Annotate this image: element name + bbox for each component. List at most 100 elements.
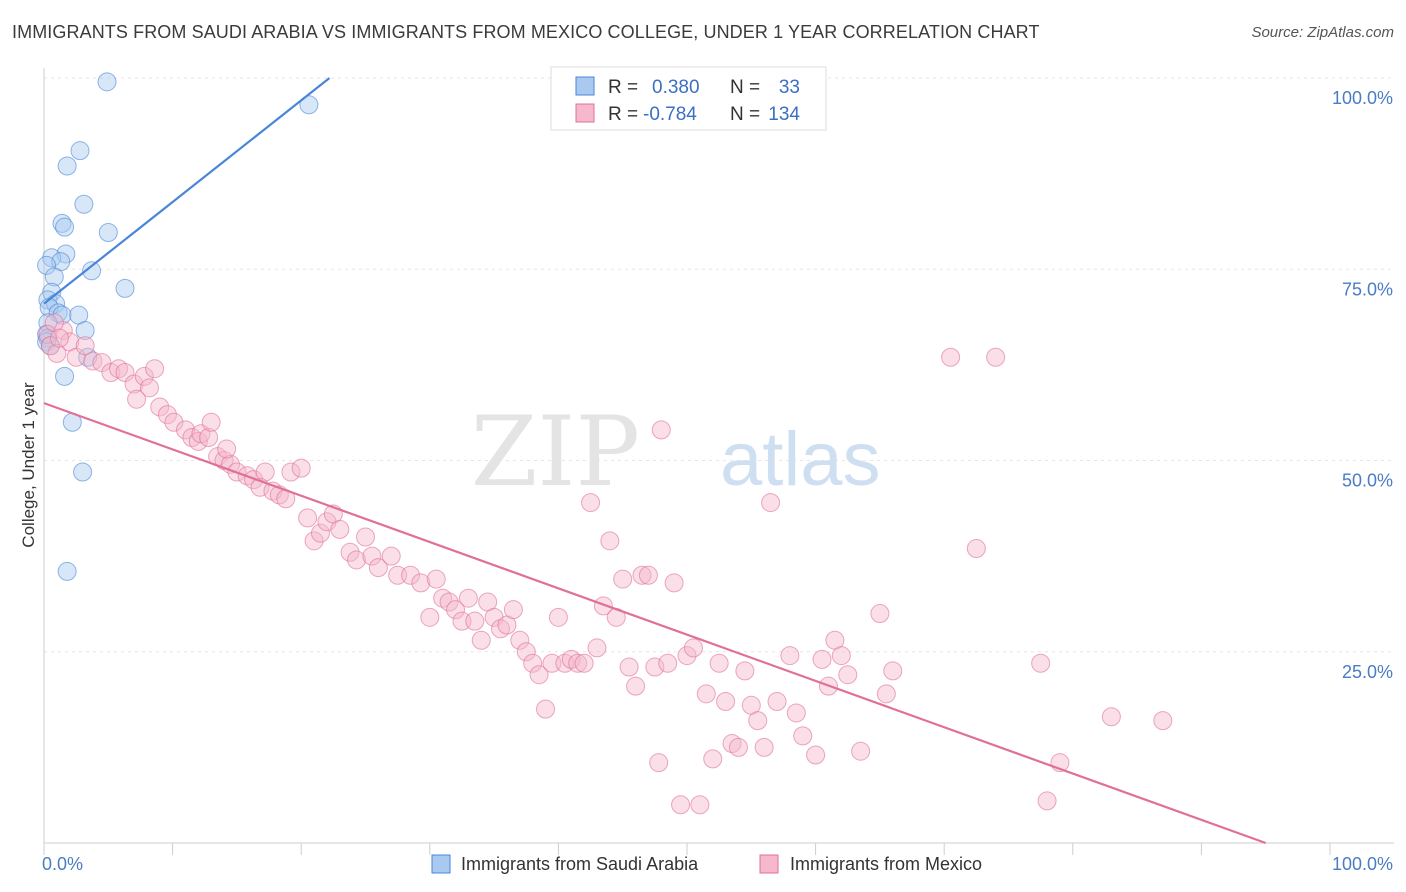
point-mexico-107: [748, 711, 768, 731]
point-saudi-2: [70, 141, 90, 161]
point-mexico-39: [291, 458, 311, 478]
trend-line-mexico: [43, 402, 1267, 845]
point-mexico-68: [503, 600, 523, 620]
point-mexico-97: [683, 638, 703, 658]
point-mexico-12: [124, 374, 144, 394]
point-mexico-49: [362, 546, 382, 566]
point-mexico-79: [574, 653, 594, 673]
point-mexico-114: [806, 745, 826, 765]
point-mexico-92: [651, 420, 671, 440]
legend-swatch-saudi: [575, 76, 595, 96]
point-mexico-101: [709, 653, 729, 673]
point-mexico-13: [134, 366, 154, 386]
y-axis-title: College, Under 1 year: [19, 382, 38, 548]
point-mexico-128: [1037, 791, 1057, 811]
point-mexico-59: [446, 600, 466, 620]
point-mexico-15: [145, 359, 165, 379]
point-mexico-96: [677, 646, 697, 666]
point-mexico-61: [458, 588, 478, 608]
point-mexico-2: [47, 343, 67, 363]
point-mexico-109: [761, 493, 781, 513]
legend-n-value-mexico: 134: [768, 104, 800, 125]
point-mexico-104: [728, 737, 748, 757]
point-mexico-90: [645, 657, 665, 677]
point-mexico-63: [471, 630, 491, 650]
legend-n-value-saudi: 33: [779, 77, 800, 98]
point-mexico-0: [38, 324, 58, 344]
point-mexico-98: [690, 795, 710, 815]
point-mexico-102: [716, 691, 736, 711]
point-mexico-115: [812, 649, 832, 669]
point-saudi-23: [75, 320, 95, 340]
point-mexico-119: [838, 665, 858, 685]
point-mexico-95: [671, 795, 691, 815]
y-tick-label-2: 75.0%: [1342, 279, 1393, 299]
point-saudi-0: [97, 72, 117, 92]
point-mexico-42: [310, 523, 330, 543]
bottom-legend-label-saudi: Immigrants from Saudi Arabia: [461, 854, 699, 874]
point-mexico-127: [1031, 653, 1051, 673]
point-mexico-132: [44, 313, 64, 333]
watermark-zip: ZIP: [471, 396, 640, 508]
legend: R = 0.380 N = 33 R = -0.784 N = 134: [550, 66, 827, 131]
point-mexico-40: [298, 508, 318, 528]
bottom-legend-label-mexico: Immigrants from Mexico: [790, 854, 982, 874]
legend-box: [550, 66, 827, 131]
point-mexico-45: [330, 519, 350, 539]
trend-line-saudi: [43, 77, 331, 305]
point-mexico-88: [632, 565, 652, 585]
point-mexico-29: [217, 439, 237, 459]
point-mexico-131: [1153, 711, 1173, 731]
point-mexico-38: [281, 462, 301, 482]
chart-title: IMMIGRANTS FROM SAUDI ARABIA VS IMMIGRAN…: [12, 22, 1040, 42]
source-label: Source: ZipAtlas.com: [1251, 24, 1394, 41]
point-mexico-130: [1101, 707, 1121, 727]
point-mexico-78: [568, 653, 588, 673]
point-mexico-122: [876, 684, 896, 704]
point-mexico-94: [664, 573, 684, 593]
point-saudi-12: [82, 261, 102, 281]
point-mexico-19: [164, 412, 184, 432]
point-mexico-85: [613, 569, 633, 589]
point-mexico-93: [658, 653, 678, 673]
point-mexico-16: [127, 389, 147, 409]
point-mexico-83: [600, 531, 620, 551]
point-mexico-75: [548, 607, 568, 627]
point-mexico-41: [304, 531, 324, 551]
point-mexico-53: [401, 565, 421, 585]
point-mexico-121: [870, 604, 890, 623]
legend-n-label-mexico: N =: [730, 104, 760, 125]
point-mexico-126: [986, 347, 1006, 367]
point-mexico-111: [780, 646, 800, 666]
point-mexico-20: [175, 420, 195, 440]
point-saudi-29: [55, 366, 75, 386]
point-mexico-24: [199, 428, 219, 448]
point-mexico-17: [150, 397, 170, 417]
point-saudi-32: [57, 561, 77, 581]
legend-r-value-mexico: -0.784: [643, 104, 697, 125]
trend-lines: [43, 77, 1267, 845]
legend-r-value-saudi: 0.380: [652, 77, 700, 98]
point-mexico-51: [381, 546, 401, 566]
point-mexico-86: [619, 657, 639, 677]
point-mexico-72: [529, 665, 549, 685]
legend-n-label-saudi: N =: [730, 77, 760, 98]
point-mexico-47: [346, 550, 366, 570]
point-mexico-62: [465, 611, 485, 631]
point-saudi-31: [73, 462, 93, 482]
point-mexico-81: [587, 638, 607, 658]
y-tick-label-3: 100.0%: [1332, 88, 1393, 108]
series-mexico-points: [38, 313, 1173, 815]
point-mexico-55: [420, 607, 440, 627]
point-saudi-11: [37, 255, 57, 275]
point-mexico-110: [767, 691, 787, 711]
point-mexico-99: [696, 684, 716, 704]
point-mexico-105: [735, 661, 755, 681]
y-tick-label-1: 50.0%: [1342, 471, 1393, 491]
point-mexico-70: [516, 642, 536, 662]
point-mexico-125: [966, 538, 986, 558]
point-mexico-89: [638, 565, 658, 585]
point-mexico-6: [75, 336, 95, 356]
point-mexico-80: [581, 493, 601, 513]
gridlines: [44, 77, 1394, 653]
